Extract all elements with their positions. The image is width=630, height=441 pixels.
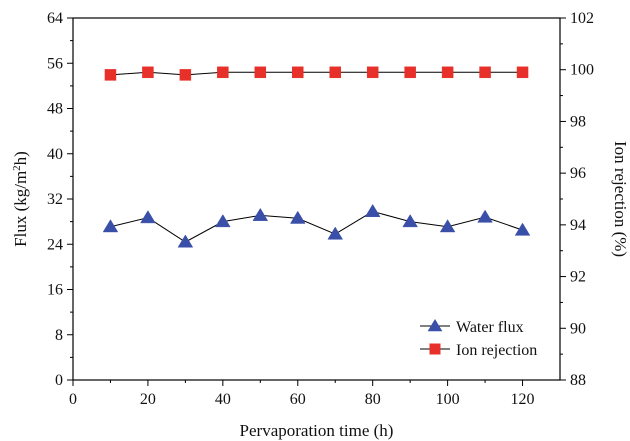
series-layer — [102, 66, 531, 248]
water-flux-point — [514, 222, 531, 236]
ion-rejection-point — [292, 66, 304, 79]
ion-rejection-point — [254, 66, 267, 79]
water-flux-point — [402, 214, 418, 228]
x-tick-label: 80 — [365, 391, 381, 408]
x-axis-title: Pervaporation time (h) — [240, 421, 394, 440]
ion-rejection-point — [329, 66, 341, 79]
water-flux-point — [289, 210, 306, 224]
ion-rejection-point — [104, 69, 117, 81]
ion-rejection-point — [179, 69, 192, 81]
x-tick-label: 60 — [290, 391, 306, 408]
ion-rejection-line — [110, 71, 523, 76]
left-y-tick-label: 16 — [47, 282, 63, 299]
water-flux-point — [102, 219, 119, 233]
ion-rejection-point — [516, 66, 529, 79]
left-y-tick-label: 0 — [55, 372, 63, 389]
left-y-axis-title: Flux (kg/m2h) — [11, 151, 30, 247]
water-flux-point — [364, 203, 381, 217]
right-y-tick-label: 94 — [570, 217, 586, 234]
ion-rejection-point — [479, 66, 491, 79]
left-y-ticks-group: 0 8 16 24 32 40 48 56 64 — [47, 10, 73, 389]
x-tick-label: 40 — [215, 391, 231, 408]
left-y-tick-label: 24 — [47, 236, 63, 253]
water-flux-point — [140, 210, 156, 224]
x-tick-label: 120 — [511, 391, 535, 408]
left-y-tick-label: 8 — [55, 327, 63, 344]
ion-rejection-point — [404, 66, 416, 79]
water-flux-point — [477, 209, 493, 223]
water-flux-point — [327, 226, 344, 240]
legend: Water flux Ion rejection — [420, 319, 537, 359]
right-y-axis-title: Ion rejection (%) — [611, 141, 630, 257]
right-y-tick-label: 92 — [570, 269, 586, 286]
left-y-axis-title-rest: h) — [11, 151, 30, 165]
right-y-tick-label: 102 — [570, 10, 594, 27]
legend-water-flux-marker — [427, 319, 443, 332]
right-y-ticks-group: 88 90 92 94 96 98 100 102 — [560, 10, 594, 389]
right-y-tick-label: 90 — [570, 320, 586, 337]
water-flux-point — [252, 207, 269, 221]
water-flux-point — [177, 234, 194, 248]
left-y-tick-label: 64 — [47, 10, 63, 27]
ion-rejection-point — [142, 66, 154, 79]
x-tick-label: 20 — [140, 391, 156, 408]
legend-ion-rejection-label: Ion rejection — [456, 342, 537, 359]
ion-rejection-point — [441, 66, 454, 79]
x-tick-label: 0 — [69, 391, 77, 408]
left-y-tick-label: 40 — [47, 146, 63, 163]
left-y-tick-label: 56 — [47, 55, 63, 72]
ion-rejection-point — [217, 66, 229, 79]
ion-rejection-point — [366, 66, 379, 79]
legend-ion-rejection-marker — [429, 343, 441, 355]
legend-water-flux-label: Water flux — [456, 319, 524, 336]
right-y-tick-label: 98 — [570, 113, 586, 130]
x-ticks-group: 0 20 40 60 80 100 120 — [69, 380, 535, 408]
right-y-tick-label: 96 — [570, 165, 586, 182]
left-y-axis-title-sup: 2 — [11, 165, 23, 171]
water-flux-line — [110, 210, 523, 243]
right-y-tick-label: 100 — [570, 62, 594, 79]
water-flux-point — [439, 219, 456, 233]
left-y-axis-title-main: Flux (kg/m — [11, 171, 30, 247]
left-y-tick-label: 48 — [47, 101, 63, 118]
left-y-tick-label: 32 — [47, 191, 63, 208]
water-flux-point — [215, 214, 231, 228]
x-tick-label: 100 — [436, 391, 460, 408]
right-y-tick-label: 88 — [570, 372, 586, 389]
